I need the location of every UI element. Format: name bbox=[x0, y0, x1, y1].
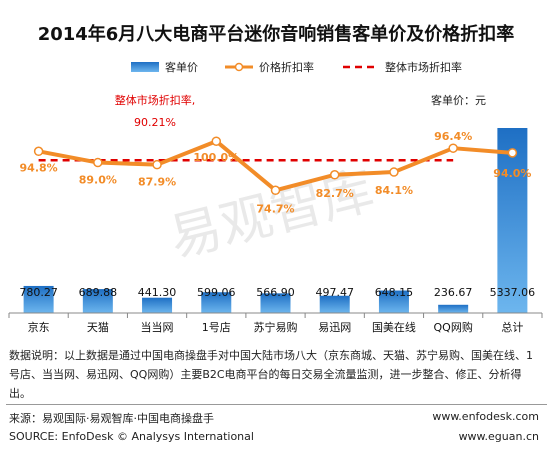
legend-bar-swatch bbox=[131, 62, 159, 72]
discount-label-2: 87.9% bbox=[138, 176, 176, 189]
bar-1 bbox=[82, 289, 113, 313]
line-group: 94.8% 89.0% 87.9% 100.0% 74.7% 82.7% 84.1% 96.4… bbox=[20, 130, 532, 215]
bar-label-3: 599.06 bbox=[197, 286, 236, 299]
discount-label-4: 74.7% bbox=[256, 202, 294, 215]
discount-label-7: 96.4% bbox=[434, 130, 472, 143]
source-right: www.enfodesk.com bbox=[432, 410, 539, 423]
bar-2 bbox=[142, 297, 173, 313]
bar-4 bbox=[260, 293, 291, 313]
bar-label-7: 236.67 bbox=[434, 286, 473, 299]
x-tick-label-0: 京东 bbox=[28, 320, 50, 334]
legend-line-label: 价格折扣率 bbox=[259, 60, 314, 74]
discount-point-8 bbox=[507, 148, 518, 158]
x-tick-label-4: 苏宁易购 bbox=[254, 320, 298, 334]
bar-8 bbox=[497, 128, 528, 313]
discount-label-5: 82.7% bbox=[316, 187, 354, 200]
legend-line-marker bbox=[234, 62, 244, 72]
x-tick-label-8: 总计 bbox=[501, 320, 523, 334]
discount-point-2 bbox=[152, 159, 162, 170]
bar-5 bbox=[319, 295, 350, 313]
x-tick-label-2: 当当网 bbox=[141, 320, 174, 334]
data-note: 数据说明：以上数据是通过中国电商操盘手对中国大陆市场八大（京东商城、天猫、苏宁易… bbox=[9, 349, 533, 400]
source-right-en: www.eguan.cn bbox=[458, 430, 539, 443]
bar-label-0: 780.27 bbox=[19, 286, 58, 299]
source-left-en: SOURCE: EnfoDesk © Analysys Internationa… bbox=[9, 430, 254, 443]
discount-point-4 bbox=[270, 185, 281, 196]
bar-label-6: 648.15 bbox=[375, 286, 414, 299]
x-tick-label-7: QQ网购 bbox=[434, 320, 473, 334]
source-left: 来源：易观国际·易观智库·中国电商操盘手 bbox=[9, 412, 214, 425]
bar-label-8: 5337.06 bbox=[490, 286, 536, 299]
bar-3 bbox=[201, 292, 232, 313]
discount-label-1: 89.0% bbox=[79, 174, 117, 187]
bar-7 bbox=[438, 304, 469, 313]
discount-point-3 bbox=[211, 136, 222, 146]
footer-divider bbox=[6, 404, 547, 405]
bars-group: 780.27 689.88 441.30 599.06 566.90 497.47 648.… bbox=[19, 128, 535, 313]
discount-point-6 bbox=[389, 167, 399, 177]
unit-label: 客单价：元 bbox=[431, 93, 486, 107]
discount-point-7 bbox=[448, 143, 458, 153]
market-value-label: 90.21% bbox=[134, 116, 176, 129]
discount-point-5 bbox=[329, 170, 340, 180]
bar-label-1: 689.88 bbox=[79, 286, 118, 299]
bar-0 bbox=[23, 285, 54, 313]
x-tick-label-1: 天猫 bbox=[87, 321, 109, 334]
discount-label-6: 84.1% bbox=[375, 184, 413, 197]
x-tick-label-3: 1号店 bbox=[202, 320, 231, 334]
x-tick-label-5: 易迅网 bbox=[318, 321, 351, 334]
chart-title: 2014年6月八大电商平台迷你音响销售客单价及价格折扣率 bbox=[38, 23, 515, 45]
discount-label-0: 94.8% bbox=[20, 161, 58, 174]
legend: 客单价 价格折扣率 整体市场折扣率 bbox=[131, 60, 462, 74]
bar-label-4: 566.90 bbox=[256, 286, 295, 299]
bar-label-2: 441.30 bbox=[138, 286, 177, 299]
discount-label-3: 100.0% bbox=[193, 151, 239, 164]
discount-point-0 bbox=[33, 146, 44, 157]
x-axis: 京东 天猫 当当网 1号店 苏宁易购 易迅网 国美在线 QQ网购 总计 bbox=[8, 312, 543, 334]
legend-ref-label: 整体市场折扣率 bbox=[385, 60, 462, 74]
bar-label-5: 497.47 bbox=[315, 286, 354, 299]
discount-label-8: 94.0% bbox=[493, 167, 531, 180]
discount-point-1 bbox=[93, 157, 103, 168]
market-annotation: 整体市场折扣率, bbox=[115, 93, 196, 107]
legend-bar-label: 客单价 bbox=[165, 60, 198, 74]
bar-6 bbox=[378, 290, 409, 313]
x-tick-label-6: 国美在线 bbox=[372, 320, 416, 334]
